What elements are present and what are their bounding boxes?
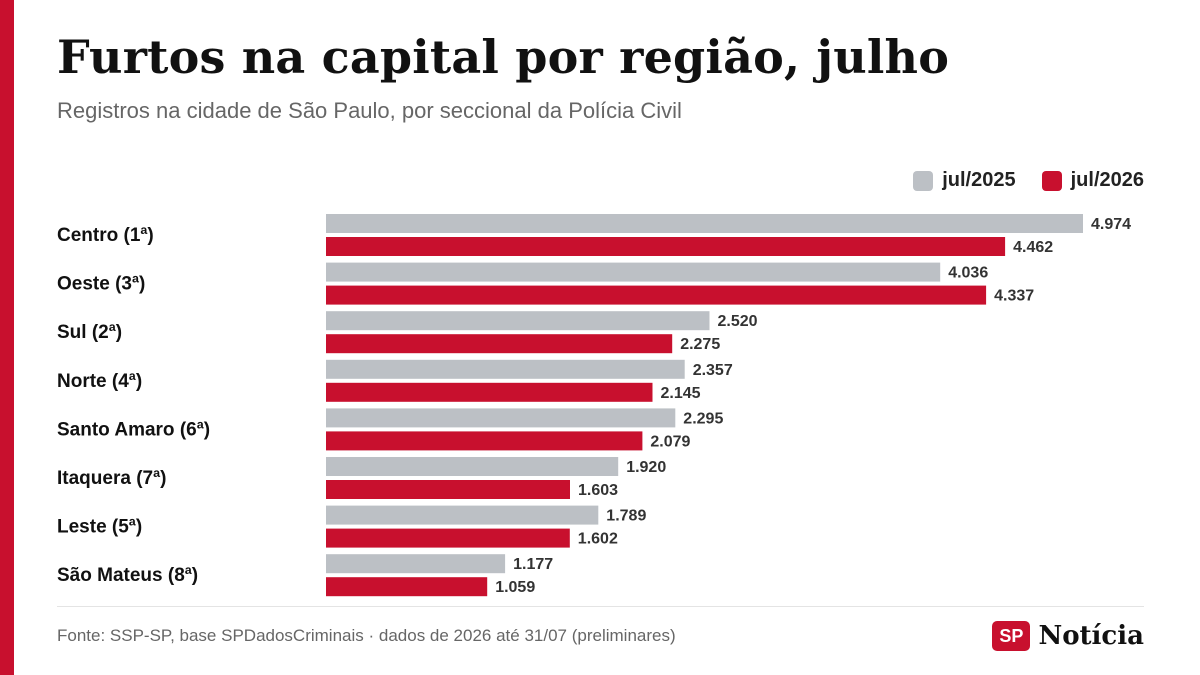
data-label-2025: 2.295: [683, 410, 723, 427]
data-label-2026: 1.603: [578, 482, 618, 499]
data-label-2025: 2.520: [718, 313, 758, 330]
bar-2025: [326, 214, 1083, 233]
category-label: Leste (5ª): [57, 517, 142, 538]
bar-2026: [326, 577, 488, 597]
bar-2025: [326, 311, 710, 331]
data-label-2026: 2.079: [650, 433, 690, 450]
data-label-2025: 4.036: [948, 265, 988, 282]
data-label-2026: 1.602: [578, 531, 618, 548]
data-label-2025: 1.177: [513, 556, 553, 573]
bar-2026: [326, 480, 570, 499]
data-label-2026: 2.145: [661, 385, 701, 402]
accent-stripe: [0, 0, 14, 675]
bar-2025: [326, 359, 685, 379]
bar-2025: [326, 408, 676, 428]
brand-logo: SP Notícia: [992, 621, 1144, 651]
bar-2026: [326, 528, 570, 548]
bar-2025: [326, 505, 599, 525]
legend: jul/2025 jul/2026: [913, 169, 1144, 192]
chart-subtitle: Registros na cidade de São Paulo, por se…: [57, 98, 682, 123]
data-label-2025: 4.974: [1091, 216, 1131, 233]
legend-swatch-2026: [1041, 170, 1062, 191]
brand-badge: SP: [992, 621, 1031, 651]
category-label: São Mateus (8ª): [57, 565, 198, 586]
category-label: Norte (4ª): [57, 371, 142, 392]
data-label-2026: 4.337: [994, 288, 1034, 305]
bar-2025: [326, 554, 506, 574]
category-label: Itaquera (7ª): [57, 468, 166, 489]
data-label-2026: 4.462: [1013, 239, 1053, 256]
category-label: Centro (1ª): [57, 225, 154, 246]
bar-2025: [326, 262, 941, 282]
bar-2026: [326, 285, 987, 305]
category-label: Sul (2ª): [57, 322, 122, 343]
data-label-2026: 2.275: [680, 336, 720, 353]
bar-2026: [326, 382, 653, 402]
legend-item-2026: jul/2026: [1041, 169, 1144, 192]
data-label-2025: 1.920: [626, 459, 666, 476]
data-label-2026: 1.059: [495, 579, 535, 596]
data-label-2025: 1.789: [606, 508, 646, 525]
chart-title: Furtos na capital por região, julho: [57, 30, 950, 84]
bar-2026: [326, 431, 643, 451]
legend-item-2025: jul/2025: [913, 169, 1016, 192]
legend-label-2025: jul/2025: [942, 169, 1016, 191]
legend-label-2026: jul/2026: [1070, 169, 1144, 191]
data-label-2025: 2.357: [693, 362, 733, 379]
bar-2025: [326, 457, 619, 476]
category-label: Santo Amaro (6ª): [57, 419, 210, 440]
bar-2026: [326, 334, 673, 354]
brand-name: Notícia: [1038, 621, 1144, 651]
category-label: Oeste (3ª): [57, 274, 145, 295]
bar-2026: [326, 237, 1006, 256]
source-note: Fonte: SSP-SP, base SPDadosCriminais · d…: [57, 626, 676, 645]
footer-divider: [57, 606, 1144, 607]
legend-swatch-2025: [913, 170, 934, 191]
